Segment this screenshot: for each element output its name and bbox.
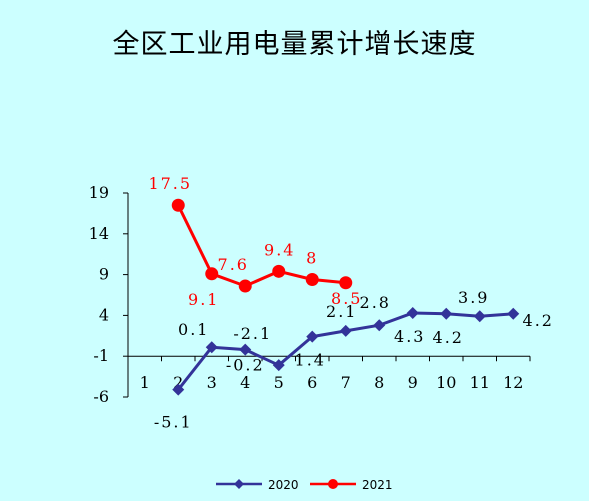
data-label: -2.1 [233,324,272,343]
series-2020-segment [378,311,414,327]
data-label: 0.1 [178,320,209,339]
series-2020-point [373,319,386,332]
series-2020-point [440,307,453,320]
series-2021-point [238,279,252,293]
data-label: -0.2 [226,356,265,375]
data-label: -5.1 [154,413,193,432]
series-2020-point [239,343,252,356]
series-2020-segment [345,323,380,333]
data-label: 4.2 [523,311,554,330]
x-tick-label: 2 [173,373,183,392]
series-2021-point [205,267,219,281]
x-tick-label: 3 [207,373,217,392]
series-2021-segment [176,204,214,275]
series-2020-segment [244,348,280,367]
series-2021-point [305,272,319,286]
data-label: 9.4 [264,240,295,259]
legend-marker [328,479,338,489]
data-label: 9.1 [188,290,219,309]
x-tick-label: 11 [470,373,490,392]
x-tick-label: 10 [436,373,456,392]
series-2020-point [406,306,419,319]
series-2020-segment [277,335,314,367]
series-2020-point [507,307,520,320]
y-tick-label: -6 [93,387,109,406]
series-2020-point [306,330,319,343]
y-tick-label: -1 [93,346,109,365]
series-2020-point [172,383,185,396]
series-2020-segment [177,346,213,391]
data-label: 8 [306,248,318,267]
data-label: 2.8 [360,293,391,312]
y-tick-label: 14 [89,224,109,243]
y-tick-label: 9 [99,265,109,284]
series-2020-point [339,324,352,337]
series-2020-point [473,310,486,323]
series-2021-point [272,264,286,278]
data-label: 3.9 [458,288,489,307]
x-tick-label: 5 [274,373,284,392]
x-tick-label: 7 [341,373,351,392]
data-label: 8.5 [331,289,362,308]
y-tick-label: 4 [99,305,109,324]
chart-title: 全区工业用电量累计增长速度 [112,29,477,60]
legend-label: 2021 [362,478,393,492]
data-label: 17.5 [148,174,192,193]
data-label: 4.2 [433,328,464,347]
x-tick-label: 6 [307,373,317,392]
x-tick-label: 1 [140,373,150,392]
legend-label: 2020 [268,478,299,492]
x-tick-label: 12 [503,373,523,392]
data-label: 2.1 [326,302,357,321]
x-tick-label: 8 [374,373,384,392]
data-label: 4.3 [394,327,425,346]
legend-marker [234,479,244,489]
series-2020-segment [311,329,347,339]
x-tick-label: 4 [240,373,250,392]
series-2020-point [205,341,218,354]
data-label: 7.6 [218,255,249,274]
series-2021-point [171,198,185,212]
series-2021-point [339,276,353,290]
x-tick-label: 9 [408,373,418,392]
y-tick-label: 19 [89,183,109,202]
data-label: 1.4 [295,351,326,370]
series-2020-point [272,359,285,372]
